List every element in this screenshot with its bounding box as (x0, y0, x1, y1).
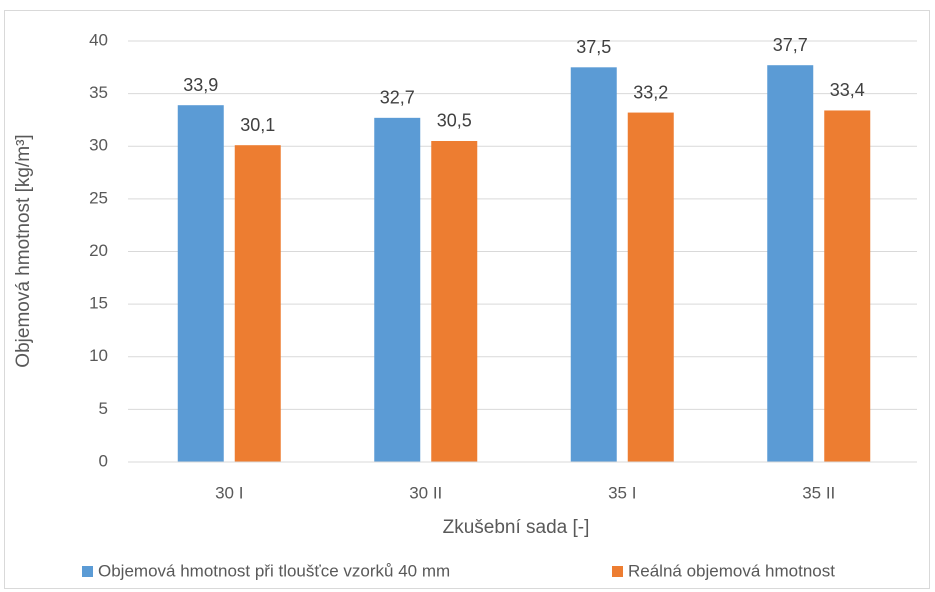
bar (824, 110, 871, 462)
bar (234, 145, 281, 462)
bar (627, 112, 674, 462)
data-label: 37,5 (576, 37, 611, 57)
data-label: 37,7 (773, 35, 808, 55)
y-tick-label: 5 (99, 399, 108, 418)
x-tick-label: 30 I (215, 483, 243, 502)
y-tick-label: 20 (89, 241, 108, 260)
y-tick-label: 15 (89, 294, 108, 313)
data-label: 33,4 (830, 80, 865, 100)
y-axis-title: Objemová hmotnost [kg/m³] (13, 134, 34, 367)
x-axis-title: Zkušební sada [-] (443, 517, 590, 538)
legend-label: Reálná objemová hmotnost (628, 561, 835, 580)
y-tick-label: 30 (89, 136, 108, 155)
y-tick-label: 35 (89, 83, 108, 102)
data-label: 33,9 (183, 75, 218, 95)
legend-label: Objemová hmotnost při tloušťce vzorků 40… (98, 561, 450, 580)
data-label: 32,7 (380, 88, 415, 108)
y-tick-label: 40 (89, 30, 108, 49)
y-tick-label: 0 (99, 451, 108, 470)
bar (767, 65, 814, 463)
y-tick-label: 25 (89, 188, 108, 207)
x-tick-label: 30 II (409, 483, 442, 502)
x-tick-label: 35 II (802, 483, 835, 502)
legend-swatch (612, 566, 623, 577)
data-label: 33,2 (633, 82, 668, 102)
x-tick-label: 35 I (608, 483, 636, 502)
bar (431, 140, 478, 463)
bar (374, 117, 421, 463)
y-tick-label: 10 (89, 346, 108, 365)
data-label: 30,5 (437, 111, 472, 131)
bar (177, 105, 224, 462)
data-label: 30,1 (240, 115, 275, 135)
legend-swatch (82, 566, 93, 577)
bar (570, 67, 617, 462)
